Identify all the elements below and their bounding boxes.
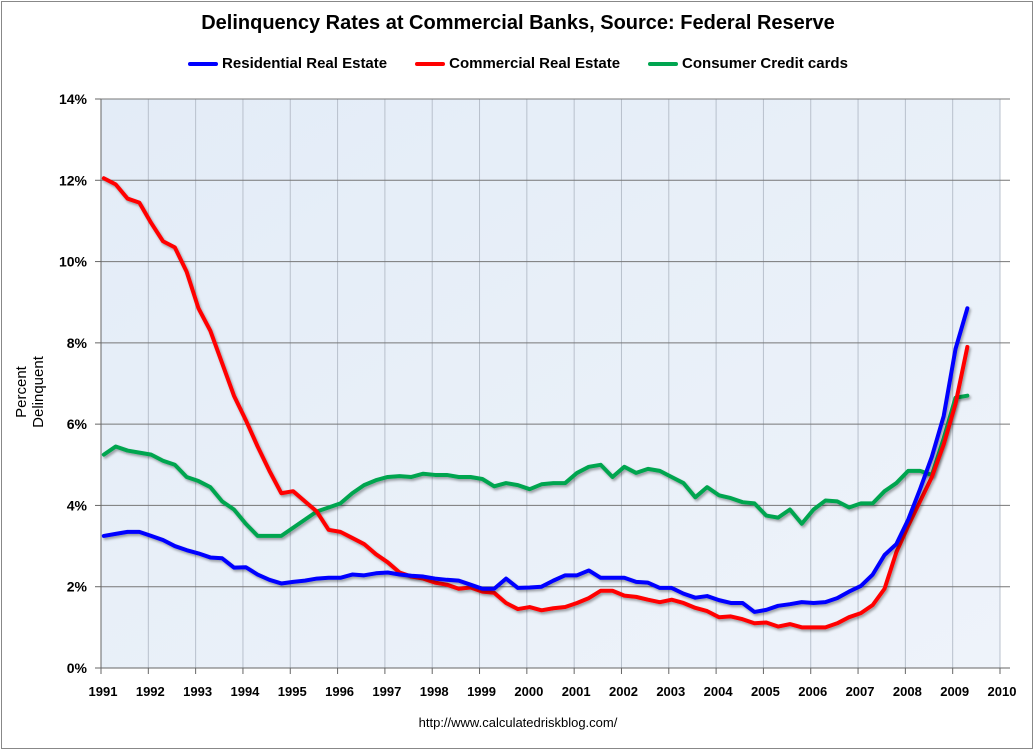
y-tick-label: 4%: [67, 497, 88, 513]
series-line-residential-real-estate: [101, 306, 970, 614]
legend-label: Commercial Real Estate: [449, 55, 621, 72]
y-tick-label: 0%: [67, 660, 88, 676]
x-tick-label: 2000: [514, 684, 543, 699]
legend-item-credit-cards: Consumer Credit cards: [648, 55, 848, 72]
source-note: http://www.calculatedriskblog.com/: [418, 715, 618, 730]
x-tick-label: 2010: [988, 684, 1017, 699]
x-tick-label: 1994: [230, 684, 260, 699]
series-line-consumer-credit-cards: [101, 393, 970, 538]
x-tick-label: 2006: [798, 684, 827, 699]
x-tick-label: 1992: [136, 684, 165, 699]
x-tick-label: 2007: [846, 684, 875, 699]
y-axis-label: Percent Delinquent: [13, 356, 47, 428]
y-tick-label: 10%: [59, 254, 88, 270]
legend-label: Residential Real Estate: [222, 55, 388, 72]
legend-swatch: [415, 61, 446, 66]
legend-item-residential: Residential Real Estate: [188, 55, 387, 72]
legend: Residential Real Estate Commercial Real …: [0, 55, 1036, 72]
y-tick-label: 8%: [67, 335, 88, 351]
x-tick-label: 1993: [183, 684, 212, 699]
x-tick-label: 2003: [656, 684, 685, 699]
series-line-commercial-real-estate: [101, 176, 970, 630]
y-tick-label: 2%: [67, 579, 88, 595]
x-tick-label: 1995: [278, 684, 307, 699]
x-tick-label: 2008: [893, 684, 922, 699]
x-tick-label: 1997: [372, 684, 401, 699]
x-tick-label: 2005: [751, 684, 780, 699]
x-tick-label: 1996: [325, 684, 354, 699]
y-tick-label: 14%: [59, 91, 88, 107]
x-tick-label: 2002: [609, 684, 638, 699]
chart-title: Delinquency Rates at Commercial Banks, S…: [201, 12, 835, 34]
legend-label: Consumer Credit cards: [682, 55, 848, 72]
plot-area: [101, 99, 1000, 668]
x-tick-label: 2004: [704, 684, 734, 699]
x-tick-label: 1999: [467, 684, 496, 699]
legend-swatch: [648, 61, 679, 66]
x-tick-label: 2001: [562, 684, 591, 699]
y-tick-label: 6%: [67, 416, 88, 432]
legend-swatch: [188, 61, 219, 66]
x-tick-label: 2009: [940, 684, 969, 699]
x-tick-label: 1991: [89, 684, 118, 699]
legend-item-commercial: Commercial Real Estate: [415, 55, 620, 72]
x-tick-label: 1998: [420, 684, 449, 699]
y-tick-label: 12%: [59, 172, 88, 188]
